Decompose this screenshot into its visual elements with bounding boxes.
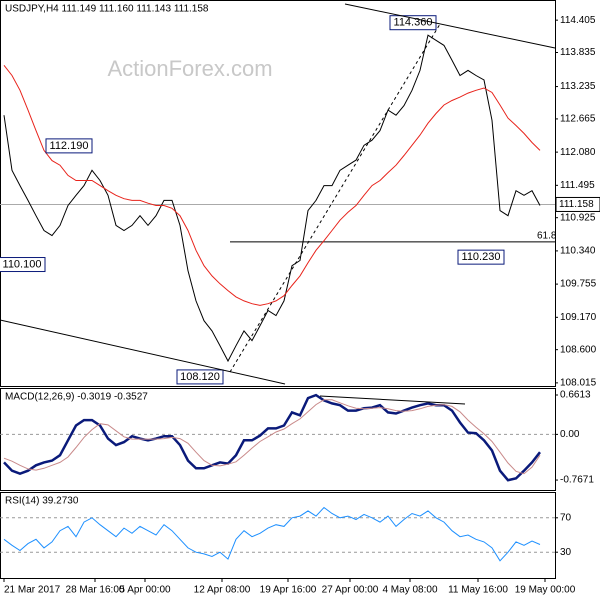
x-tick-label: 11 May 16:00 bbox=[448, 585, 508, 596]
y-tick-label: 110.340 bbox=[560, 246, 596, 257]
trend-line bbox=[229, 23, 441, 373]
y-tick-label: 30 bbox=[560, 547, 572, 558]
y-tick-label: -0.7671 bbox=[560, 475, 594, 486]
x-tick-label: 19 Apr 16:00 bbox=[260, 585, 317, 596]
trend-line bbox=[0, 319, 286, 385]
last-price-label: 111.158 bbox=[559, 199, 594, 210]
annotation-box bbox=[45, 138, 93, 154]
annotation-label: 112.190 bbox=[50, 140, 89, 152]
x-tick-label: 21 Mar 2017 bbox=[4, 585, 61, 596]
last-price-box bbox=[555, 196, 600, 212]
watermark: ActionForex.com bbox=[107, 56, 272, 81]
panel-frame bbox=[0, 0, 556, 387]
y-tick-label: 114.405 bbox=[560, 15, 596, 26]
y-tick-label: 112.665 bbox=[560, 114, 596, 125]
panel-title: USDJPY,H4 111.149 111.160 111.143 111.15… bbox=[5, 4, 209, 15]
fib-label: 61.8 bbox=[537, 230, 557, 241]
x-tick-label: 28 Mar 16:00 bbox=[66, 585, 125, 596]
x-tick-label: 27 Apr 00:00 bbox=[322, 585, 379, 596]
annotation-box bbox=[457, 249, 505, 265]
y-tick-label: 112.080 bbox=[560, 147, 596, 158]
y-tick-label: 70 bbox=[560, 512, 572, 523]
panel-title: RSI(14) 39.2730 bbox=[5, 496, 79, 507]
x-tick-label: 5 Apr 00:00 bbox=[119, 585, 171, 596]
annotation-box bbox=[176, 369, 224, 385]
y-tick-label: 110.925 bbox=[560, 212, 596, 223]
x-tick-label: 12 Apr 08:00 bbox=[194, 585, 251, 596]
series-line bbox=[3, 399, 541, 475]
series-line bbox=[3, 393, 541, 482]
panel-title: MACD(12,26,9) -0.3019 -0.3527 bbox=[5, 392, 148, 403]
y-tick-label: 111.495 bbox=[560, 180, 595, 191]
y-tick-label: 108.015 bbox=[560, 378, 597, 389]
x-tick-label: 19 May 00:00 bbox=[515, 585, 576, 596]
annotation-label: 108.120 bbox=[180, 371, 220, 383]
y-tick-label: 113.235 bbox=[560, 81, 596, 92]
series-line bbox=[3, 506, 541, 562]
series-line bbox=[3, 64, 541, 306]
annotation-label: 110.230 bbox=[462, 251, 501, 263]
y-tick-label: 108.600 bbox=[560, 344, 597, 355]
y-tick-label: 113.835 bbox=[560, 47, 596, 58]
panel-frame bbox=[0, 388, 556, 491]
y-tick-label: 109.755 bbox=[560, 279, 597, 290]
x-tick-label: 4 May 08:00 bbox=[382, 585, 437, 596]
y-tick-label: 109.170 bbox=[560, 312, 597, 323]
trend-line bbox=[319, 395, 466, 405]
y-tick-label: 0.00 bbox=[560, 429, 580, 440]
annotation-label: 114.360 bbox=[394, 17, 433, 29]
y-tick-label: 0.6613 bbox=[560, 390, 591, 401]
annotation-label: 110.100 bbox=[3, 258, 42, 270]
trend-line bbox=[344, 3, 556, 49]
series-line bbox=[3, 34, 541, 363]
annotation-box bbox=[0, 257, 46, 273]
panel-frame bbox=[0, 492, 556, 579]
